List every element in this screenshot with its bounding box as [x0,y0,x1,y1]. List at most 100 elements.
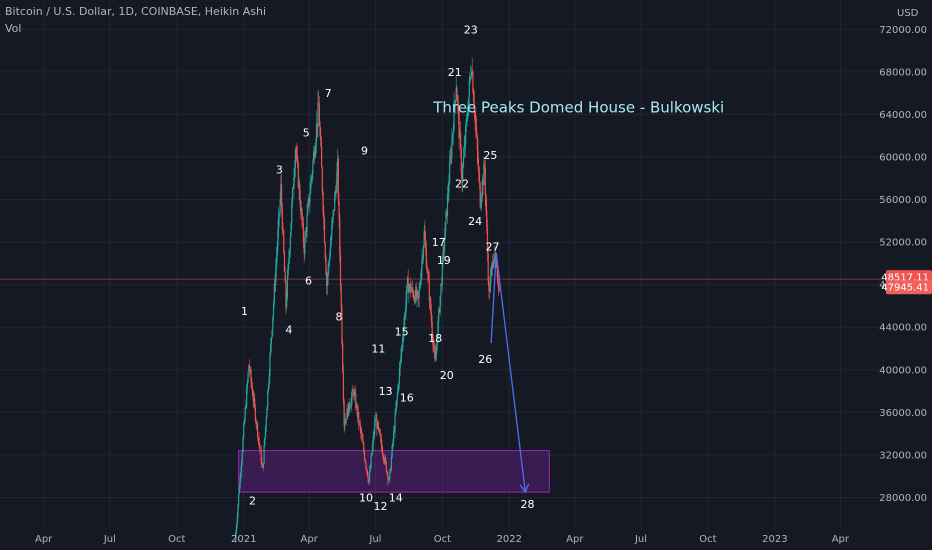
candle-body [411,286,414,292]
wave-label: 10 [359,491,373,504]
candle-body [417,293,419,299]
candle-body [412,291,414,298]
x-tick-label: Apr [35,534,53,545]
candle-body [255,420,257,424]
candle-body [239,476,241,489]
support-zone-rect[interactable] [238,450,550,493]
candle-body [342,343,344,372]
candle-body [407,277,409,294]
candle-body [339,254,342,287]
candle-body [280,184,283,207]
candle-body [314,151,316,159]
candle-body [341,308,343,344]
candle-body [438,309,441,313]
candle-body [362,440,364,445]
candle-body [456,87,458,99]
candle-body [448,184,450,193]
time-axis[interactable]: Apr Jul Oct 2021 Apr Jul Oct 2022 Apr Jul Oct 2023 A… [35,534,850,545]
candle-body [415,289,417,298]
x-tick-label: Apr [301,534,319,545]
candle-body [371,444,374,454]
candle-body [445,211,447,223]
candle-body [404,313,406,315]
candle-body [242,437,244,452]
candle-body [374,421,376,434]
candle-body [491,263,493,270]
candle-body [238,493,240,506]
candle-body [249,369,251,372]
candle-body [402,337,404,343]
candle-body [361,433,363,436]
candle-body [270,343,272,355]
candle-body [371,453,373,457]
candle-body [421,258,423,270]
candle-body [353,391,355,396]
candle-body [389,469,391,478]
candle-body [344,423,346,426]
symbol-title[interactable]: Bitcoin / U.S. Dollar, 1D, COINBASE, Hei… [5,5,267,18]
projection-path[interactable] [490,252,526,493]
candle-body [472,72,474,93]
candle-body [318,102,320,105]
candle-body [405,300,407,314]
candle-body [449,155,451,163]
candle-body [352,390,354,392]
candle-body [454,102,456,104]
candle-body [372,435,374,445]
candle-body [488,281,490,291]
candle-body [447,192,449,195]
candle-body [244,408,246,421]
candle-body [288,258,290,264]
wave-label: 24 [468,215,482,228]
candle-body [306,214,308,233]
candle-body [351,390,353,398]
y-tick-label: 44000.00 [879,323,927,334]
candle-body [497,282,499,288]
candle-body [422,258,424,260]
candle-body [350,405,352,408]
candle-body [430,298,432,313]
candle-body [439,296,441,313]
candle-body [497,266,499,283]
candle-body [284,272,286,283]
candle-body [451,133,454,140]
candle-body [391,445,393,458]
candle-body [282,230,284,231]
candle-body [260,449,262,464]
candle-body [455,87,457,101]
candle-body [280,184,282,200]
candle-body [301,208,303,221]
volume-indicator-label[interactable]: Vol [5,22,22,35]
candle-body [312,161,314,174]
candle-body [259,448,262,450]
candle-body [285,282,287,308]
candle-body [355,394,357,408]
candle-body [411,286,413,291]
candle-body [443,250,445,252]
candle-body [394,413,396,431]
wave-label: 12 [374,500,388,513]
candle-body [435,345,438,355]
candle-body [251,381,253,388]
candle-body [277,229,279,247]
pattern-annotation[interactable]: Three Peaks Domed House - Bulkowski [432,98,724,116]
candle-body [459,132,462,148]
candle-body [315,142,317,152]
candle-body [336,171,338,193]
candle-body [272,302,275,316]
candle-body [436,341,438,346]
candle-body [275,267,277,285]
wave-label: 28 [520,498,534,511]
candle-body [327,266,329,278]
wave-label: 6 [305,274,312,287]
candle-body [346,408,348,420]
candle-body [296,154,298,156]
candle-body [326,277,329,286]
candle-body [329,246,331,258]
wave-label: 20 [440,369,454,382]
candle-body [444,222,446,240]
candle-body [387,472,389,480]
wave-label: 11 [371,342,385,355]
